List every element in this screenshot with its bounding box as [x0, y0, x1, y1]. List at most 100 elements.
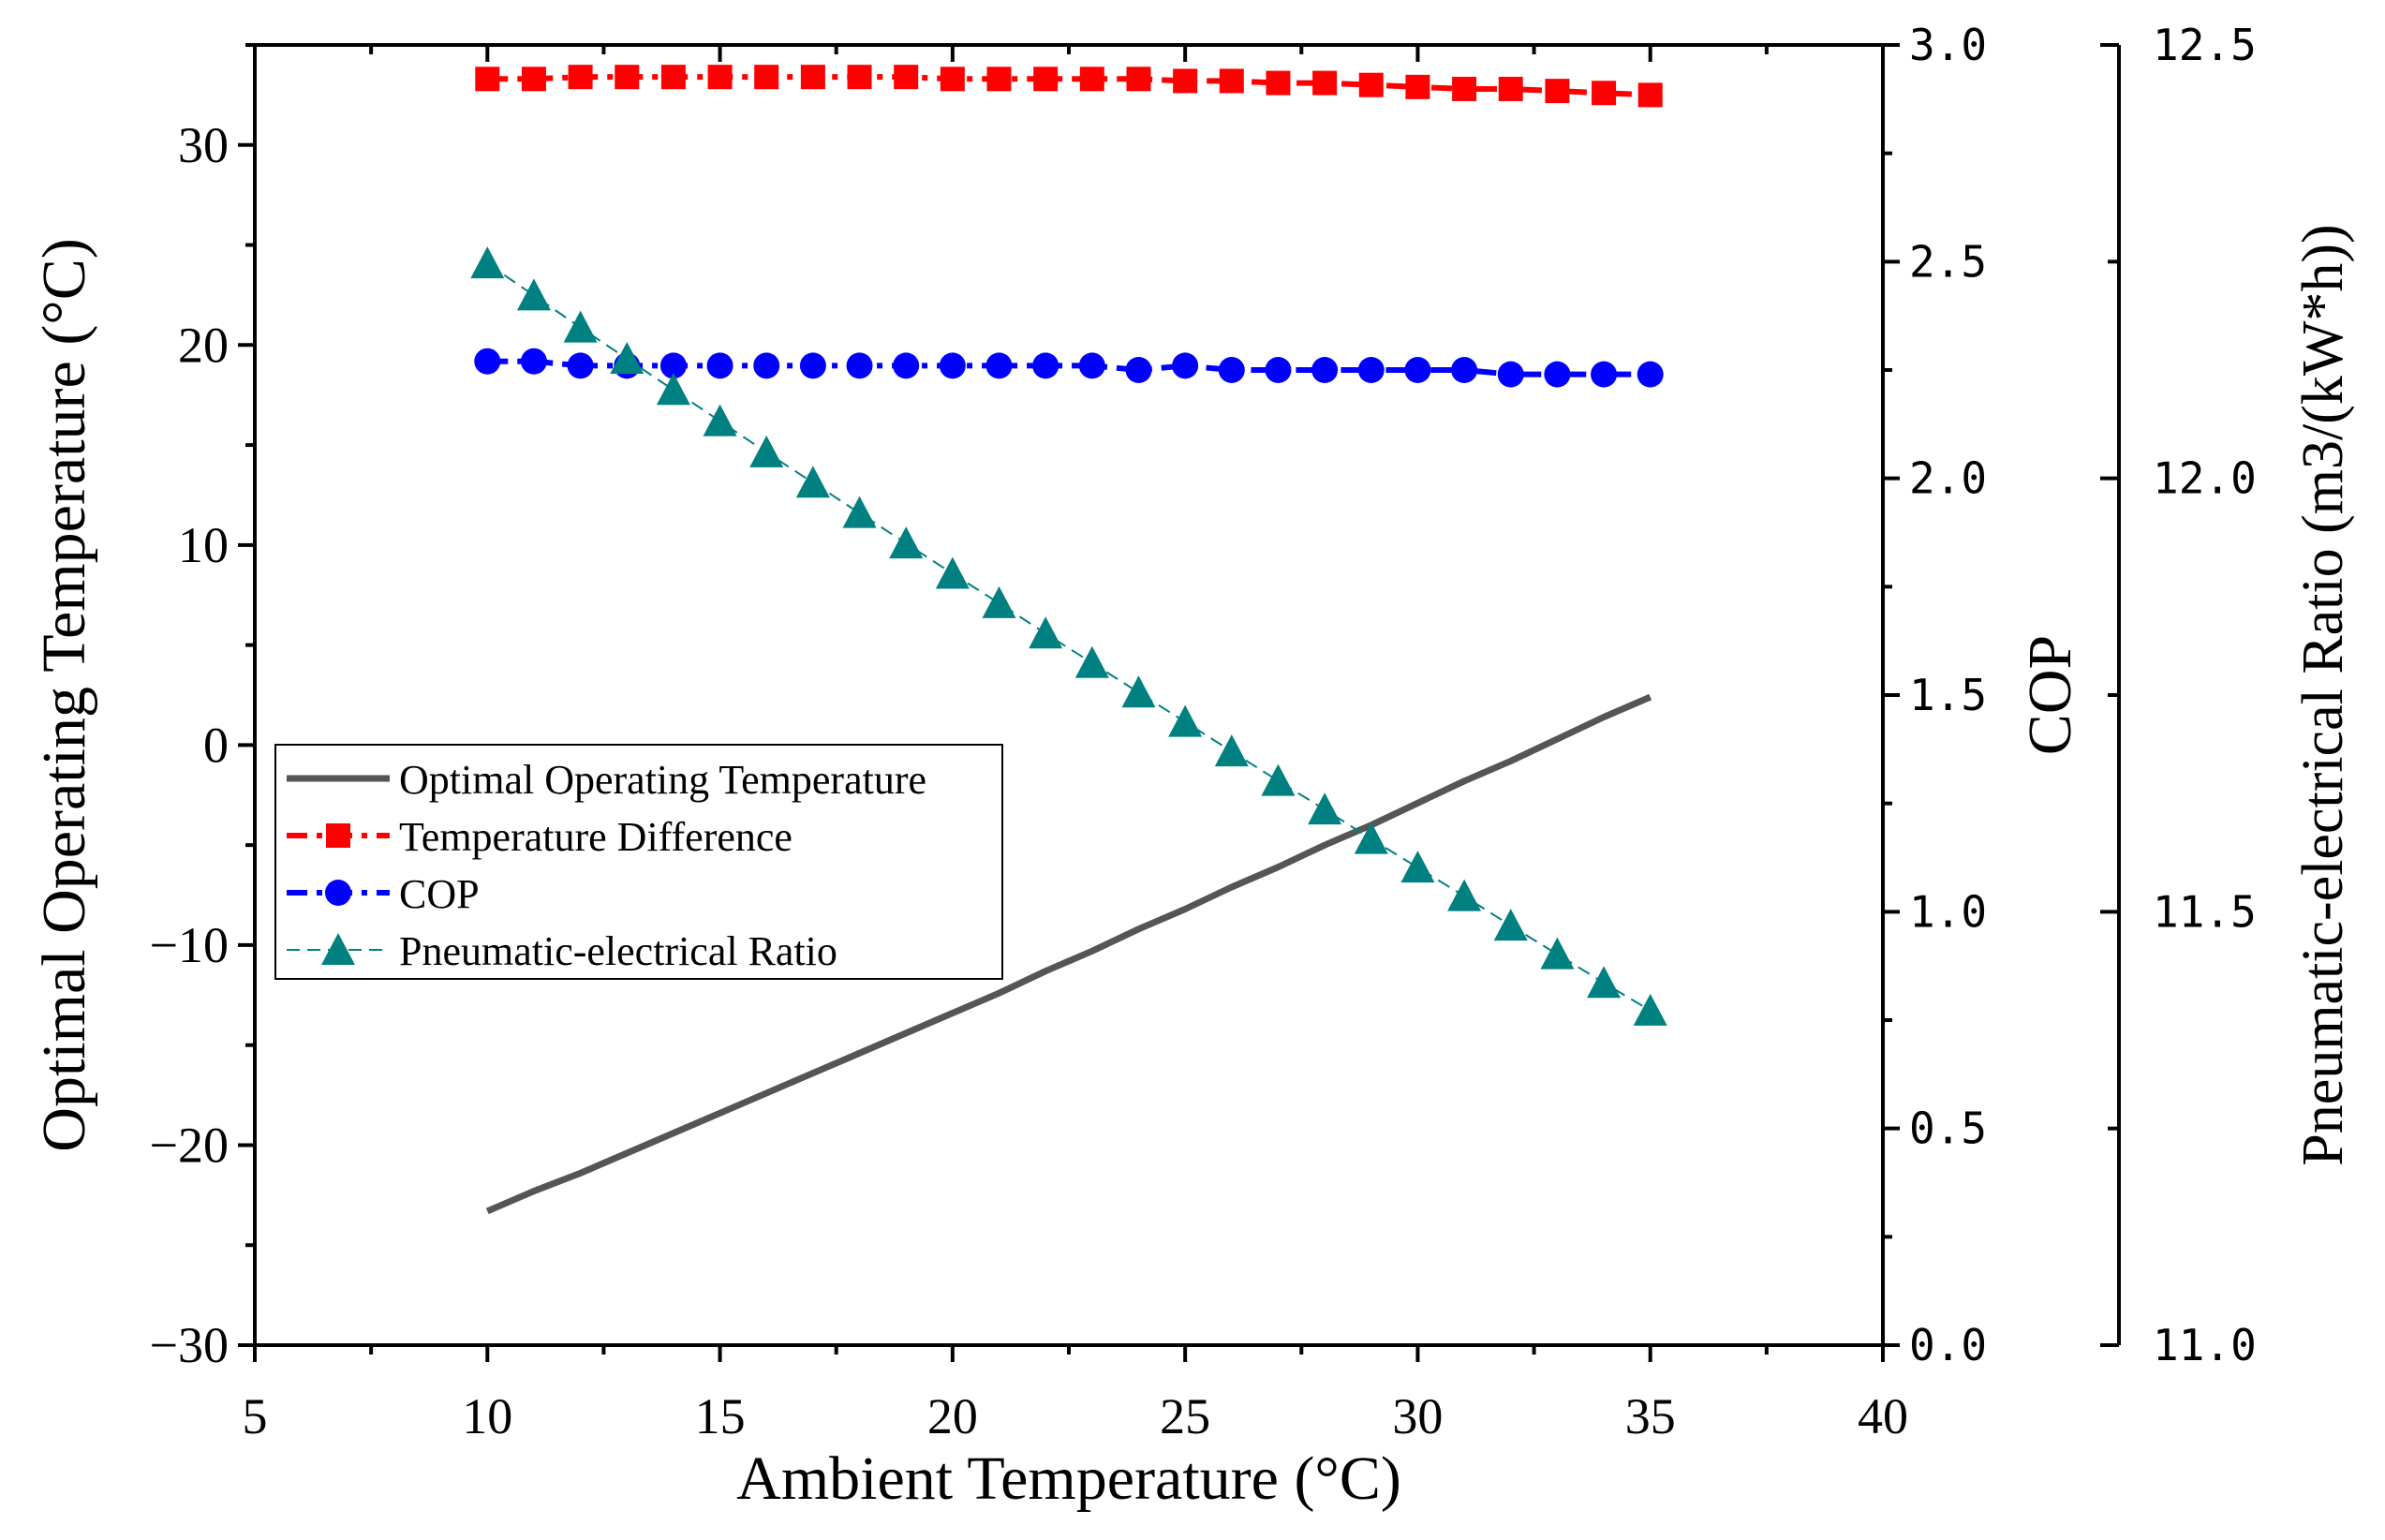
- y-right1-axis-title: COP: [2016, 635, 2084, 755]
- series-point-3: [935, 556, 970, 589]
- series-point-1: [1405, 74, 1430, 99]
- legend-box: [274, 744, 1003, 980]
- series-point-2: [520, 348, 547, 375]
- series-point-2: [1265, 357, 1292, 383]
- series-point-2: [799, 352, 826, 379]
- x-tick-label: 20: [927, 1388, 978, 1444]
- series-point-2: [1218, 357, 1245, 383]
- series-point-3: [795, 466, 830, 498]
- series-point-2: [1404, 357, 1431, 383]
- x-tick-label: 25: [1160, 1388, 1210, 1444]
- y-left-tick-label: −20: [150, 1117, 229, 1173]
- y-right1-tick-label: 2.5: [1909, 236, 1987, 287]
- x-tick-label: 35: [1625, 1388, 1676, 1444]
- y-left-tick-label: 20: [178, 317, 229, 373]
- series-point-2: [893, 352, 920, 379]
- series-point-3: [516, 278, 551, 311]
- legend-label-2: COP: [399, 871, 480, 917]
- series-point-1: [1358, 72, 1384, 97]
- series-point-3: [1029, 616, 1063, 649]
- series-point-3: [470, 246, 505, 279]
- series-point-2: [1357, 357, 1385, 383]
- legend-label-0: Optimal Operating Temperature: [399, 757, 926, 803]
- x-tick-label: 5: [243, 1388, 268, 1444]
- series-point-3: [1074, 645, 1109, 678]
- series-point-2: [1544, 361, 1571, 388]
- y-left-tick-label: 30: [178, 117, 229, 173]
- y-right1-tick-label: 1.0: [1909, 886, 1987, 937]
- series-point-2: [567, 352, 594, 379]
- y-right2-axis-title: Pneumatic-electrical Ratio (m3/(kW*h)): [2291, 224, 2355, 1165]
- series-point-2: [1125, 357, 1152, 383]
- y-right1-tick-label: 1.5: [1909, 670, 1987, 720]
- series-line-0: [485, 693, 1652, 1215]
- y-right2-tick-label: 11.5: [2153, 886, 2257, 937]
- series-point-2: [1451, 357, 1478, 383]
- series-point-1: [568, 65, 593, 90]
- series-point-1: [1637, 82, 1663, 108]
- y-right1-tick-label: 3.0: [1909, 20, 1987, 70]
- series-point-2: [1637, 361, 1664, 388]
- series-point-3: [749, 435, 784, 467]
- y-right1-tick-label: 0.5: [1909, 1103, 1987, 1154]
- series-point-1: [986, 67, 1012, 92]
- series-point-3: [1121, 675, 1156, 708]
- series-point-1: [660, 65, 686, 90]
- y-right1-tick-label: 2.0: [1909, 453, 1987, 504]
- y-left-tick-label: −30: [150, 1317, 229, 1373]
- series-point-1: [1545, 79, 1570, 104]
- series-point-2: [1172, 352, 1199, 379]
- series-point-3: [982, 585, 1016, 618]
- series-point-2: [939, 352, 966, 379]
- y-right2-tick-label: 12.0: [2153, 453, 2257, 504]
- series-point-2: [1032, 352, 1059, 379]
- series-point-1: [615, 65, 640, 90]
- series-point-2: [706, 352, 733, 379]
- legend-swatch-marker-3: [321, 933, 355, 965]
- series-point-2: [659, 352, 687, 379]
- series-point-3: [656, 373, 690, 406]
- series-point-2: [474, 348, 501, 375]
- series-point-2: [1078, 352, 1105, 379]
- series-point-3: [889, 526, 924, 559]
- series-point-1: [1498, 76, 1523, 101]
- series-point-3: [1400, 851, 1435, 883]
- y-left-axis-title: Optimal Operating Temperature (°C): [30, 238, 98, 1151]
- plot-frame: [253, 43, 1885, 1347]
- y-right2-tick-label: 12.5: [2153, 20, 2257, 70]
- series-point-1: [475, 67, 500, 92]
- x-tick-label: 15: [695, 1388, 746, 1444]
- legend-swatch-marker-2: [325, 880, 351, 906]
- legend-label-1: Temperature Difference: [399, 814, 793, 860]
- series-point-3: [1168, 704, 1203, 737]
- series-point-1: [1592, 81, 1617, 106]
- x-tick-label: 30: [1392, 1388, 1443, 1444]
- series-point-3: [842, 496, 877, 528]
- series-point-1: [940, 67, 965, 92]
- series-point-3: [1540, 937, 1575, 970]
- x-tick-label: 40: [1858, 1388, 1908, 1444]
- series-point-1: [754, 65, 779, 90]
- series-point-3: [1261, 763, 1296, 796]
- series-point-3: [610, 341, 644, 374]
- series-point-3: [1493, 909, 1528, 941]
- series-point-3: [1214, 734, 1249, 767]
- series-point-1: [1033, 67, 1059, 92]
- y-left-tick-label: 0: [203, 717, 229, 773]
- series-point-1: [1079, 67, 1104, 92]
- series-point-3: [1308, 792, 1342, 825]
- series-point-1: [521, 67, 546, 92]
- legend-label-3: Pneumatic-electrical Ratio: [399, 928, 837, 974]
- y-right2-tick-label: 11.0: [2153, 1320, 2257, 1370]
- series-point-1: [1452, 76, 1477, 101]
- series-point-1: [707, 65, 733, 90]
- series-point-3: [703, 404, 737, 437]
- series-point-3: [563, 310, 598, 343]
- series-point-2: [846, 352, 873, 379]
- series-point-2: [753, 352, 780, 379]
- series-point-1: [894, 65, 919, 90]
- series-point-1: [1312, 70, 1338, 96]
- series-point-1: [1173, 68, 1198, 94]
- x-tick-label: 10: [462, 1388, 512, 1444]
